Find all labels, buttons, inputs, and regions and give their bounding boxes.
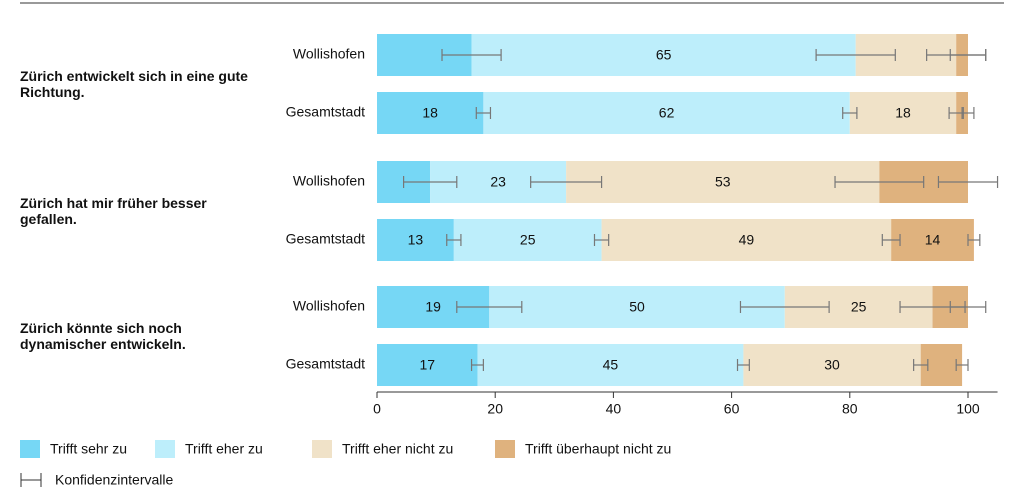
value-label: 19	[425, 299, 441, 315]
error-bar	[949, 49, 987, 61]
legend-swatch	[495, 440, 515, 458]
bar-segment	[601, 219, 892, 261]
bar-segment	[377, 344, 478, 386]
legend-label: Trifft überhaupt nicht zu	[525, 441, 671, 457]
value-label: 25	[520, 232, 536, 248]
value-label: 14	[925, 232, 941, 248]
row-label: Wollishofen	[293, 173, 365, 189]
value-label: 62	[659, 105, 675, 121]
value-label: 49	[739, 232, 755, 248]
x-tick-label: 100	[956, 401, 980, 417]
bar-segment	[743, 344, 921, 386]
row-label: Gesamtstadt	[286, 104, 365, 120]
ci-legend-label: Konfidenzintervalle	[55, 472, 174, 488]
legend-label: Trifft sehr zu	[50, 441, 127, 457]
value-label: 45	[603, 357, 619, 373]
error-bar	[881, 234, 901, 246]
value-label: 23	[490, 174, 506, 190]
legend-swatch	[20, 440, 40, 458]
error-bar	[530, 176, 603, 188]
x-tick-label: 40	[606, 401, 622, 417]
legend-label: Trifft eher zu	[185, 441, 263, 457]
bar-segment	[477, 344, 744, 386]
error-bar	[913, 359, 929, 371]
bar-segment	[377, 219, 454, 261]
row-label: Wollishofen	[293, 298, 365, 314]
error-bar	[955, 359, 969, 371]
value-label: 65	[656, 47, 672, 63]
group-label: Zürich hat mir früher besser gefallen.	[20, 195, 207, 227]
bar-segment	[453, 219, 602, 261]
error-bar	[739, 301, 830, 313]
legend-swatch	[155, 440, 175, 458]
value-label: 18	[422, 105, 438, 121]
error-bar	[815, 49, 896, 61]
error-bar	[961, 107, 975, 119]
bar-segment	[849, 92, 957, 134]
row-label: Gesamtstadt	[286, 356, 365, 372]
row-label: Wollishofen	[293, 46, 365, 62]
x-tick-label: 60	[724, 401, 740, 417]
error-bar	[456, 301, 523, 313]
error-bar	[470, 359, 484, 371]
x-tick-label: 80	[842, 401, 858, 417]
legend-swatch	[312, 440, 332, 458]
error-bar	[736, 359, 750, 371]
error-bar	[967, 234, 981, 246]
x-tick-label: 20	[487, 401, 503, 417]
value-label: 13	[408, 232, 424, 248]
error-bar	[593, 234, 610, 246]
bar-segment	[891, 219, 974, 261]
value-label: 53	[715, 174, 731, 190]
row-label: Gesamtstadt	[286, 231, 365, 247]
value-label: 25	[851, 299, 867, 315]
error-bar	[475, 107, 492, 119]
error-bar	[446, 234, 462, 246]
error-bar	[937, 176, 999, 188]
error-bar	[949, 301, 987, 313]
error-bar	[842, 107, 858, 119]
value-label: 18	[895, 105, 911, 121]
bar-segment	[377, 92, 484, 134]
bar-segment	[471, 34, 856, 76]
value-label: 30	[824, 357, 840, 373]
group-label: Zürich entwickelt sich in eine gute Rich…	[20, 68, 248, 100]
value-label: 50	[629, 299, 645, 315]
error-bar	[834, 176, 925, 188]
bar-segment	[483, 92, 850, 134]
error-bar	[441, 49, 502, 61]
value-label: 17	[419, 357, 435, 373]
error-bar	[402, 176, 458, 188]
group-label: Zürich könnte sich noch dynamischer entw…	[20, 320, 186, 352]
legend-label: Trifft eher nicht zu	[342, 441, 453, 457]
x-tick-label: 0	[373, 401, 381, 417]
bar-segment	[489, 286, 785, 328]
bar-segment	[566, 161, 880, 203]
